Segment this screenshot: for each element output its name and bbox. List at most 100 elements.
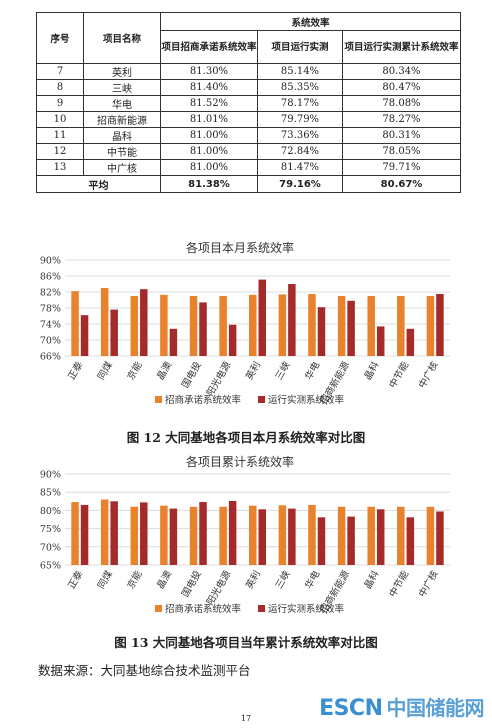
table-cell-v2: 81.47% — [257, 159, 343, 176]
table-row: 13 中广核 81.00% 81.47% 79.71% — [36, 159, 461, 176]
header-seq: 序号 — [36, 12, 84, 64]
bar-measured — [376, 326, 385, 356]
table-cell-seq: 9 — [36, 95, 84, 112]
figure-12-caption: 图 12 大同基地各项目本月系统效率对比图 — [126, 430, 366, 445]
bar-promised — [249, 294, 257, 356]
average-label: 平均 — [36, 175, 161, 193]
average-v1: 81.38% — [160, 175, 258, 193]
bar-promised — [219, 296, 227, 356]
x-tick-label: 英利 — [243, 569, 263, 591]
table-cell-name: 中广核 — [83, 159, 161, 176]
header-name: 项目名称 — [83, 12, 161, 64]
x-tick-label: 晶澳 — [154, 568, 174, 591]
table-cell-v2: 78.17% — [257, 95, 343, 112]
bar-measured — [258, 279, 266, 356]
x-tick-label: 中节能 — [387, 359, 412, 390]
legend-label: 招商承诺系统效率 — [165, 603, 242, 615]
x-tick-label: 晶澳 — [154, 359, 174, 382]
x-tick-label: 中广核 — [416, 568, 441, 599]
bar-promised — [189, 506, 198, 565]
table-cell-v3: 80.31% — [342, 127, 461, 144]
table-cell-v2: 85.14% — [257, 63, 343, 80]
table-cell-seq: 7 — [36, 63, 84, 80]
table-cell-name: 英利 — [83, 63, 161, 80]
legend-swatch — [258, 605, 265, 612]
table-row: 10 招商新能源 81.01% 79.79% 78.27% — [36, 111, 461, 128]
y-tick-label: 70% — [40, 336, 61, 347]
bar-measured — [110, 501, 118, 565]
table-cell-name: 晶科 — [83, 127, 161, 144]
table-cell-name: 三峡 — [83, 79, 161, 96]
monthly-efficiency-chart: 各项目本月系统效率 66% 70% 74% 78% 82% 86% 90% 正泰 同煤 京能 晶澳 国电… — [25, 238, 465, 418]
bar-promised — [397, 296, 405, 356]
figure-13-caption: 图 13 大同基地各项目当年累计系统效率对比图 — [114, 635, 378, 650]
legend-label: 运行实测系统效率 — [268, 603, 345, 615]
x-tick-label: 阳光电源 — [204, 568, 234, 607]
y-tick-label: 75% — [40, 524, 61, 535]
bar-promised — [397, 506, 405, 565]
header-col1: 项目招商承诺系统效率 — [160, 30, 258, 64]
table-cell-seq: 13 — [36, 159, 84, 176]
legend-swatch — [155, 396, 162, 403]
bar-measured — [347, 516, 355, 565]
table-cell-v1: 81.00% — [160, 143, 258, 160]
table-cell-v2: 73.36% — [257, 127, 343, 144]
table-cell-name: 招商新能源 — [83, 111, 161, 128]
header-col3: 项目运行实测累计系统效率 — [342, 30, 461, 64]
table-cell-seq: 11 — [36, 127, 84, 144]
x-tick-label: 中节能 — [387, 568, 412, 599]
y-tick-label: 85% — [40, 488, 61, 499]
bar-measured — [80, 315, 89, 356]
bar-promised — [308, 504, 316, 565]
bar-promised — [219, 506, 227, 565]
table-cell-seq: 8 — [36, 79, 84, 96]
bar-measured — [288, 284, 296, 356]
bar-promised — [367, 296, 375, 356]
bar-promised — [367, 506, 375, 565]
y-tick-label: 86% — [40, 272, 61, 283]
x-tick-label: 京能 — [125, 359, 145, 382]
monthly-efficiency-chart-svg: 各项目本月系统效率 66% 70% 74% 78% 82% 86% 90% 正泰 同煤 京能 晶澳 国电… — [40, 240, 450, 407]
x-tick-label: 正泰 — [66, 359, 86, 382]
bar-promised — [426, 296, 435, 356]
table-cell-v1: 81.00% — [160, 159, 258, 176]
bar-measured — [228, 500, 237, 565]
x-tick-label: 中广核 — [416, 359, 441, 390]
x-tick-label: 正泰 — [66, 568, 86, 591]
escn-watermark-logo: ESCN 中国储能网 — [319, 692, 484, 721]
bar-measured — [406, 517, 415, 565]
bar-promised — [160, 505, 168, 565]
y-tick-label: 78% — [40, 304, 61, 315]
bar-measured — [436, 294, 444, 356]
table-cell-seq: 10 — [36, 111, 84, 128]
table-row: 8 三峡 81.40% 85.35% 80.47% — [36, 79, 461, 96]
y-tick-label: 90% — [40, 256, 61, 267]
bar-measured — [288, 508, 296, 565]
bar-measured — [347, 300, 355, 356]
bar-measured — [436, 511, 444, 565]
x-tick-label: 三峡 — [273, 359, 293, 382]
bar-promised — [71, 291, 79, 356]
table-cell-v2: 72.84% — [257, 143, 343, 160]
table-cell-name: 华电 — [83, 95, 161, 112]
bar-measured — [140, 289, 148, 356]
legend-label: 运行实测系统效率 — [268, 394, 345, 406]
legend-swatch — [155, 605, 162, 612]
table-row: 9 华电 81.52% 78.17% 78.08% — [36, 95, 461, 112]
bar-promised — [130, 296, 139, 356]
average-v3: 80.67% — [342, 175, 461, 193]
y-tick-label: 80% — [40, 506, 61, 517]
bar-promised — [189, 296, 198, 356]
x-tick-label: 三峡 — [273, 568, 293, 591]
x-tick-label: 华电 — [302, 568, 322, 591]
table-cell-v1: 81.00% — [160, 127, 258, 144]
table-cell-v1: 81.52% — [160, 95, 258, 112]
x-tick-label: 国电投 — [179, 359, 204, 390]
header-group: 系统效率 — [160, 12, 461, 31]
bar-promised — [337, 296, 346, 356]
table-row: 7 英利 81.30% 85.14% 80.34% — [36, 63, 461, 80]
x-tick-label: 华电 — [302, 359, 322, 382]
average-v2: 79.16% — [257, 175, 343, 193]
table-average-row: 平均 81.38% 79.16% 80.67% — [36, 175, 461, 193]
bar-promised — [249, 505, 257, 565]
